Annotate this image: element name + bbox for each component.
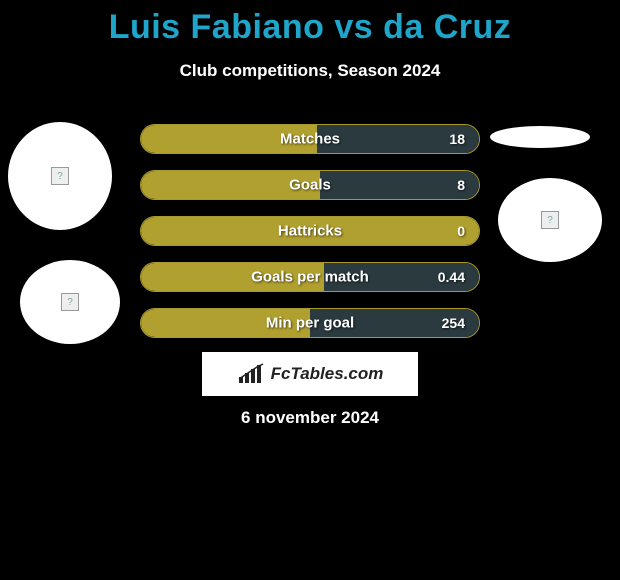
subtitle: Club competitions, Season 2024 xyxy=(0,61,620,81)
stat-row: Hattricks 0 xyxy=(140,216,480,246)
image-placeholder-icon: ? xyxy=(61,293,79,311)
stat-label: Goals xyxy=(289,177,331,194)
stat-row: Goals per match 0.44 xyxy=(140,262,480,292)
stat-value-right: 0.44 xyxy=(438,269,465,285)
stat-value-right: 18 xyxy=(449,131,465,147)
decorative-ellipse xyxy=(490,126,590,148)
stat-label: Goals per match xyxy=(251,269,369,286)
stat-value-right: 0 xyxy=(457,223,465,239)
brand-chart-icon xyxy=(237,363,265,385)
brand-text: FcTables.com xyxy=(271,364,384,384)
image-placeholder-icon: ? xyxy=(51,167,69,185)
stats-container: Matches 18 Goals 8 Hattricks 0 Goals per match… xyxy=(140,124,480,354)
stat-row: Matches 18 xyxy=(140,124,480,154)
stat-label: Hattricks xyxy=(278,223,342,240)
player-avatar-right: ? xyxy=(498,178,602,262)
stat-row: Goals 8 xyxy=(140,170,480,200)
player-avatar-left-1: ? xyxy=(8,122,112,230)
player-avatar-left-2: ? xyxy=(20,260,120,344)
brand-attribution: FcTables.com xyxy=(202,352,418,396)
stat-label: Min per goal xyxy=(266,315,354,332)
image-placeholder-icon: ? xyxy=(541,211,559,229)
stat-label: Matches xyxy=(280,131,340,148)
date-label: 6 november 2024 xyxy=(0,408,620,428)
stat-row: Min per goal 254 xyxy=(140,308,480,338)
stat-value-right: 8 xyxy=(457,177,465,193)
stat-value-right: 254 xyxy=(442,315,465,331)
page-title: Luis Fabiano vs da Cruz xyxy=(0,0,620,47)
stat-bar-right xyxy=(320,171,479,199)
